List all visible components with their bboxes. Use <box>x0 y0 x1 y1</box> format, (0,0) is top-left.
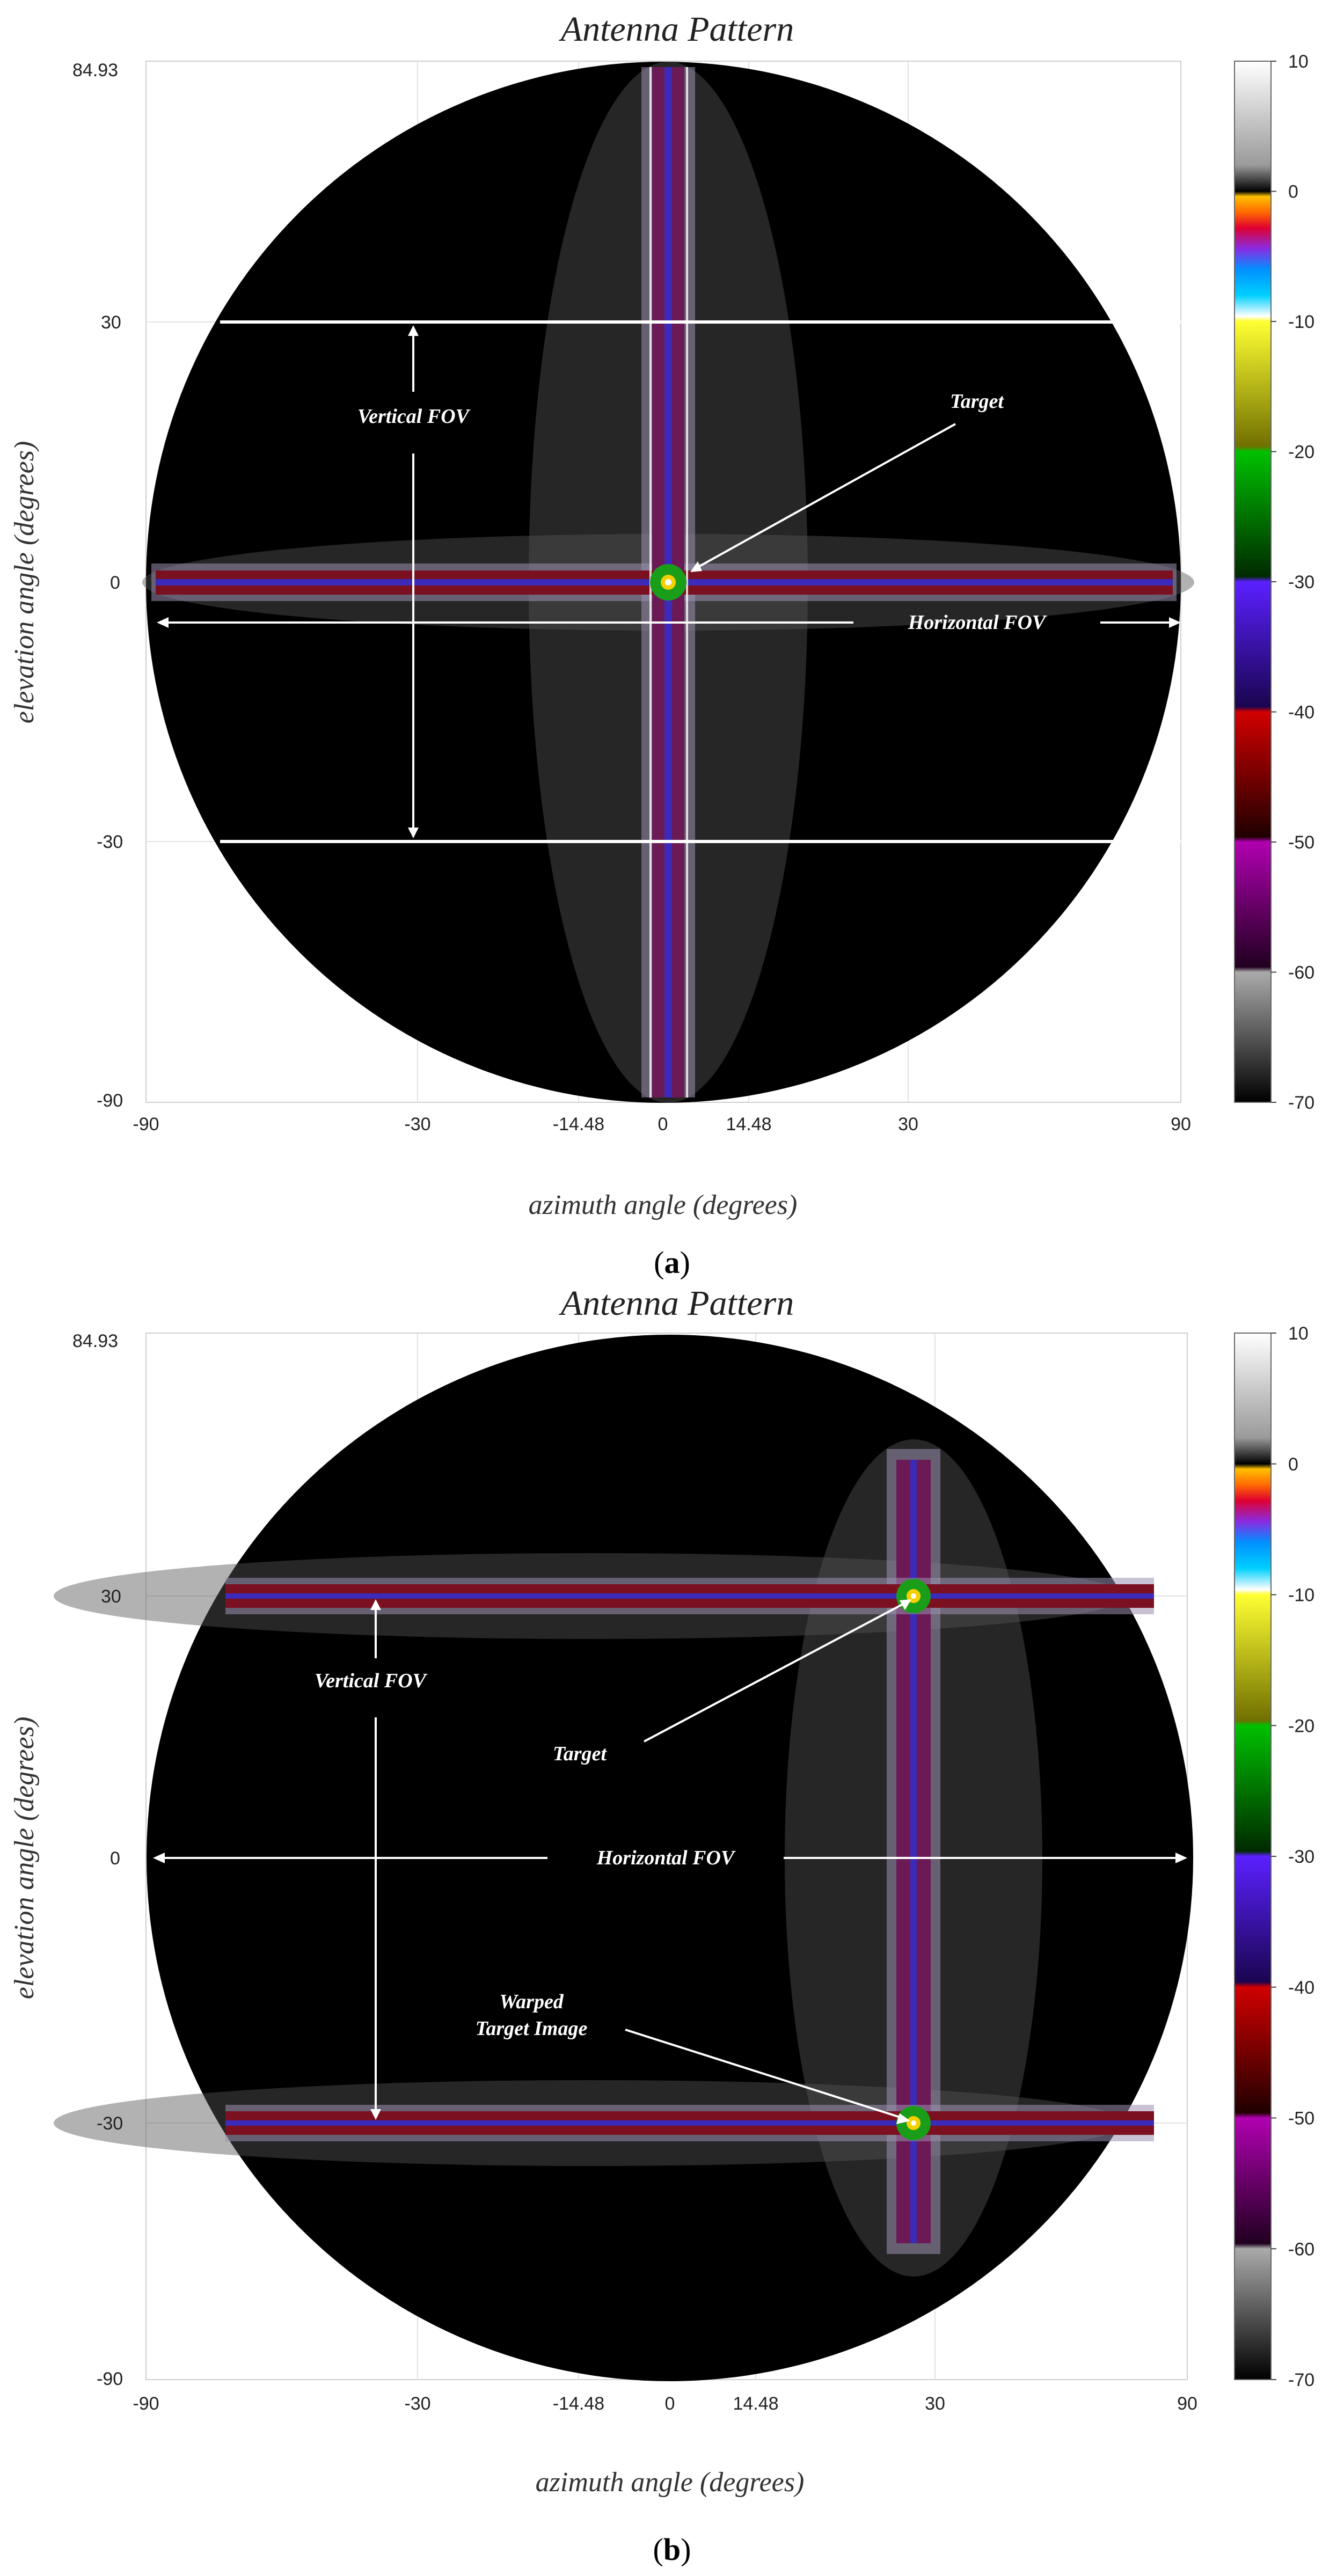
ytick: 0 <box>110 1848 120 1869</box>
xtick: -14.48 <box>553 2394 604 2414</box>
xtick: 30 <box>925 2394 945 2414</box>
colorbar-tick-label: -50 <box>1288 2109 1314 2129</box>
vertical-fov-label: Vertical FOV <box>315 1670 428 1692</box>
colorbar-tick-label: -40 <box>1288 702 1314 723</box>
antenna-pattern-chart-a: Antenna Pattern <box>9 10 1314 1280</box>
xtick: 90 <box>1177 2394 1197 2414</box>
warped-target-label-line2: Target Image <box>476 2017 588 2040</box>
chart-title: Antenna Pattern <box>559 1288 794 1323</box>
colorbar-tick-label: 0 <box>1288 1454 1298 1475</box>
ytick: -30 <box>97 832 123 852</box>
axis-ticks: 84.93 30 0 -30 -90 -90 -30 -14.48 0 14.4… <box>72 60 1191 1135</box>
xtick: 14.48 <box>726 1114 771 1135</box>
xtick: 90 <box>1171 1114 1191 1135</box>
xtick: -90 <box>133 2394 159 2414</box>
colorbar-tick-label: -70 <box>1288 1093 1314 1113</box>
antenna-pattern-chart-b: Antenna Pattern <box>9 1288 1314 2567</box>
warped-target-label-line1: Warped <box>499 1990 564 2013</box>
panel-a: Antenna Pattern <box>9 10 1314 1280</box>
xtick: -14.48 <box>553 1114 604 1135</box>
target-label: Target <box>553 1743 607 1765</box>
colorbar-gradient <box>1234 1333 1272 2380</box>
ytick: -90 <box>97 1091 123 1111</box>
panel-b: Antenna Pattern <box>0 1288 1344 2576</box>
ytick: 84.93 <box>72 60 118 80</box>
xtick: -30 <box>404 2394 430 2414</box>
colorbar: 10 0 -10 -20 -30 -40 -50 -60 -70 <box>1234 1323 1314 2390</box>
colorbar-tick-label: -20 <box>1288 1716 1314 1736</box>
ytick: 30 <box>101 1586 121 1607</box>
xtick: -90 <box>133 1114 159 1135</box>
ytick: 84.93 <box>72 1331 118 1351</box>
ytick: 30 <box>101 312 121 333</box>
colorbar-tick-label: -60 <box>1288 2239 1314 2259</box>
x-axis-label: azimuth angle (degrees) <box>536 2467 805 2498</box>
colorbar-tick-label: -70 <box>1288 2370 1314 2390</box>
axis-ticks: 84.93 30 0 -30 -90 -90 -30 -14.48 0 14.4… <box>72 1331 1197 2414</box>
colorbar-tick-label: 0 <box>1288 182 1298 202</box>
ytick: -90 <box>97 2369 123 2389</box>
horizontal-fov-label: Horizontal FOV <box>596 1847 736 1869</box>
xtick: 0 <box>665 2394 675 2414</box>
colorbar-tick-label: -10 <box>1288 1585 1314 1606</box>
colorbar-tick-label: -60 <box>1288 963 1314 983</box>
horizontal-fov-label: Horizontal FOV <box>908 611 1047 634</box>
ytick: -30 <box>97 2113 123 2134</box>
colorbar: 10 0 -10 -20 -30 -40 -50 -60 -70 <box>1234 52 1314 1113</box>
fov-overlay: Vertical FOV Horizontal FOV Target Warpe… <box>153 1599 1187 2124</box>
colorbar-tick-label: -30 <box>1288 1847 1314 1867</box>
vertical-fov-label: Vertical FOV <box>357 405 471 428</box>
colorbar-tick-label: -40 <box>1288 1978 1314 1998</box>
colorbar-tick-label: 10 <box>1288 52 1309 72</box>
xtick: 14.48 <box>733 2394 778 2414</box>
target-label: Target <box>950 390 1004 413</box>
xtick: 0 <box>658 1114 668 1135</box>
caption: (b) <box>653 2532 691 2567</box>
y-axis-label: elevation angle (degrees) <box>9 441 40 724</box>
colorbar-tick-label: -30 <box>1288 572 1314 592</box>
fov-overlay: Vertical FOV Horizontal FOV Target <box>157 320 1181 843</box>
ytick: 0 <box>110 573 120 593</box>
xtick: -30 <box>404 1114 430 1135</box>
colorbar-tick-label: -50 <box>1288 832 1314 853</box>
x-axis-label: azimuth angle (degrees) <box>529 1190 798 1220</box>
y-axis-label: elevation angle (degrees) <box>9 1717 40 2000</box>
colorbar-tick-label: -20 <box>1288 442 1314 463</box>
colorbar-tick-label: 10 <box>1288 1323 1309 1344</box>
colorbar-gradient <box>1234 61 1272 1103</box>
chart-title: Antenna Pattern <box>559 10 794 49</box>
colorbar-tick-label: -10 <box>1288 312 1314 332</box>
caption: (a) <box>654 1245 690 1280</box>
xtick: 30 <box>898 1114 918 1135</box>
